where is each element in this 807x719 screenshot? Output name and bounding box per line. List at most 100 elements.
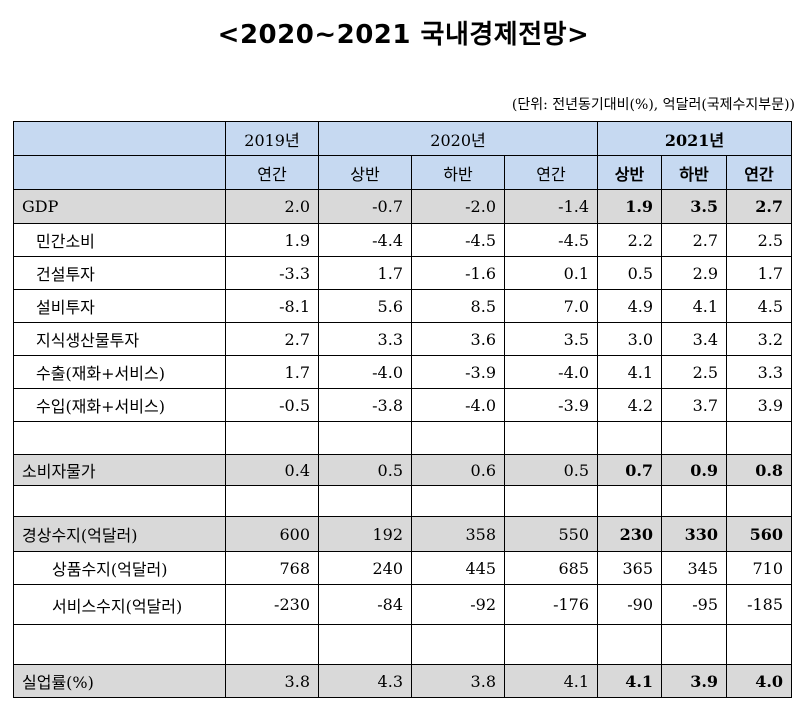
cell: 1.7 [225,355,319,389]
cell: 4.1 [503,664,599,698]
cell: 4.2 [597,388,663,422]
cell: 2.5 [726,223,793,257]
table-row: 건설투자 -3.3 1.7 -1.6 0.1 0.5 2.9 1.7 [13,256,793,290]
cell: 3.5 [661,189,728,224]
cell: 3.3 [318,322,412,356]
header-corner-2 [13,155,226,190]
cell: -1.4 [503,189,599,224]
cell: 3.7 [661,388,728,422]
cell: -4.0 [318,355,412,389]
header-2021-h2: 하반 [661,155,728,190]
cell: 7.0 [503,289,599,323]
cell: 358 [411,516,505,552]
cell: -4.5 [411,223,505,257]
row-label: 수입(재화+서비스) [13,388,226,422]
cell: 4.5 [726,289,793,323]
cell: 2.9 [661,256,728,290]
cell: 4.1 [597,355,663,389]
cell: 685 [503,551,599,585]
cell: 560 [726,516,793,552]
spacer-row [13,421,793,455]
cell: 0.5 [597,256,663,290]
spacer-row [13,485,793,517]
cell: 3.8 [411,664,505,698]
header-2020-h1: 상반 [318,155,412,190]
cell: 365 [597,551,663,585]
cell: 345 [661,551,728,585]
economic-outlook-table: 2019년 2020년 2021년 연간 상반 하반 연간 상반 하반 연간 G… [13,121,793,698]
cell: -8.1 [225,289,319,323]
cell: 1.7 [726,256,793,290]
cell: 3.6 [411,322,505,356]
header-row-years: 2019년 2020년 2021년 [13,121,793,156]
cell: 600 [225,516,319,552]
cell: 8.5 [411,289,505,323]
cell: -3.8 [318,388,412,422]
cell: -95 [661,584,728,625]
page-title: <2020~2021 국내경제전망> [217,20,590,50]
cell: 4.3 [318,664,412,698]
header-2020-annual: 연간 [503,155,599,190]
row-label: 설비투자 [13,289,226,323]
cell: 2.0 [225,189,319,224]
cell: 3.2 [726,322,793,356]
cell: 0.6 [411,454,505,486]
header-corner [13,121,226,156]
spacer-row [13,624,793,665]
cell: 0.1 [503,256,599,290]
header-2021-h1: 상반 [597,155,663,190]
cell: 0.5 [318,454,412,486]
cell: 0.4 [225,454,319,486]
cell: 3.0 [597,322,663,356]
table-row: 실업률(%) 3.8 4.3 3.8 4.1 4.1 3.9 4.0 [13,664,793,698]
header-2021: 2021년 [597,121,793,156]
row-label: GDP [13,189,226,224]
table-row: 민간소비 1.9 -4.4 -4.5 -4.5 2.2 2.7 2.5 [13,223,793,257]
row-label: 민간소비 [13,223,226,257]
cell: 192 [318,516,412,552]
table-row: 수입(재화+서비스) -0.5 -3.8 -4.0 -3.9 4.2 3.7 3… [13,388,793,422]
cell: 2.7 [726,189,793,224]
cell: 3.5 [503,322,599,356]
table-row: 서비스수지(억달러) -230 -84 -92 -176 -90 -95 -18… [13,584,793,625]
cell: -3.9 [503,388,599,422]
cell: 550 [503,516,599,552]
cell: -90 [597,584,663,625]
row-label: 건설투자 [13,256,226,290]
row-label: 서비스수지(억달러) [13,584,226,625]
table-row: 수출(재화+서비스) 1.7 -4.0 -3.9 -4.0 4.1 2.5 3.… [13,355,793,389]
header-2021-annual: 연간 [726,155,793,190]
cell: 0.8 [726,454,793,486]
cell: 445 [411,551,505,585]
cell: -4.0 [411,388,505,422]
table-row: GDP 2.0 -0.7 -2.0 -1.4 1.9 3.5 2.7 [13,189,793,224]
cell: 768 [225,551,319,585]
cell: 0.9 [661,454,728,486]
cell: -230 [225,584,319,625]
cell: -0.7 [318,189,412,224]
cell: -2.0 [411,189,505,224]
cell: 5.6 [318,289,412,323]
row-label: 상품수지(억달러) [13,551,226,585]
table-row: 상품수지(억달러) 768 240 445 685 365 345 710 [13,551,793,585]
cell: 710 [726,551,793,585]
cell: 3.3 [726,355,793,389]
cell: 2.5 [661,355,728,389]
cell: 230 [597,516,663,552]
cell: -1.6 [411,256,505,290]
cell: 4.0 [726,664,793,698]
table-row: 지식생산물투자 2.7 3.3 3.6 3.5 3.0 3.4 3.2 [13,322,793,356]
cell: 1.9 [597,189,663,224]
cell: 0.7 [597,454,663,486]
cell: -4.0 [503,355,599,389]
cell: -176 [503,584,599,625]
cell: 4.1 [661,289,728,323]
cell: 3.4 [661,322,728,356]
cell: -84 [318,584,412,625]
row-label: 지식생산물투자 [13,322,226,356]
cell: -0.5 [225,388,319,422]
header-2020: 2020년 [317,121,599,156]
row-label: 실업률(%) [13,664,226,698]
table-row: 경상수지(억달러) 600 192 358 550 230 330 560 [13,516,793,552]
cell: -3.9 [411,355,505,389]
